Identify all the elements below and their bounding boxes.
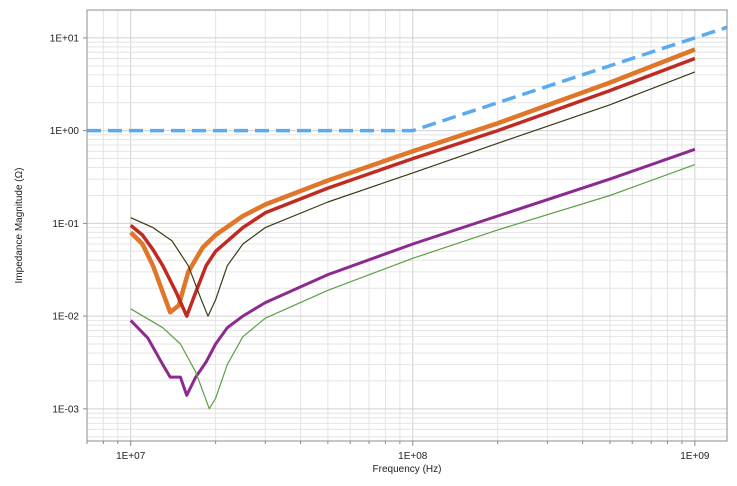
- y-axis-title: Impedance Magnitude (Ω): [14, 168, 25, 284]
- y-tick-label: 1E-02: [52, 312, 79, 323]
- x-axis-title: Frequency (Hz): [373, 464, 442, 475]
- series-line-3: [129, 56, 696, 318]
- y-axis-ticks: 1E+01 1E+00 1E-01 1E-02 1E-03: [50, 33, 87, 415]
- y-tick-label: 1E+01: [50, 33, 80, 44]
- x-tick-label: 1E+07: [116, 451, 146, 462]
- series-group: [87, 25, 728, 410]
- x-axis-ticks: 1E+07 1E+08 1E+09: [86, 441, 710, 462]
- series-line-4: [130, 71, 696, 317]
- series-line-5: [129, 147, 696, 397]
- x-tick-label: 1E+08: [398, 451, 428, 462]
- y-tick-label: 1E+00: [50, 126, 80, 137]
- y-tick-label: 1E-01: [52, 219, 79, 230]
- plot-area-frame: [86, 9, 728, 442]
- series-line-1: [87, 25, 728, 133]
- series-line-6: [130, 164, 696, 410]
- x-tick-label: 1E+09: [680, 451, 710, 462]
- grid: [86, 9, 727, 441]
- y-tick-label: 1E-03: [52, 404, 79, 415]
- series-line-2: [129, 47, 696, 315]
